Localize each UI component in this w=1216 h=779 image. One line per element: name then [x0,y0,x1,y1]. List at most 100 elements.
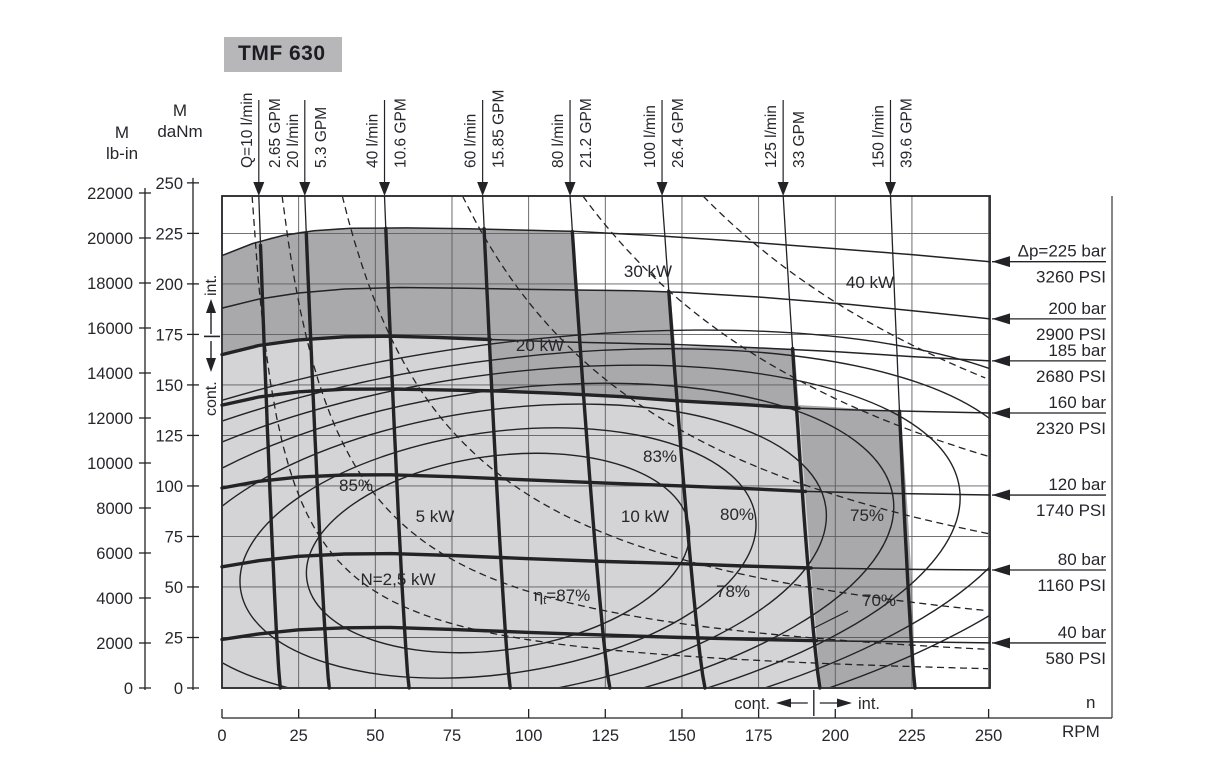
flow-line-bold-125lmin [790,346,822,690]
power-label-20kw: 20 kW [516,336,564,355]
efficiency-label-78: 78% [716,582,750,601]
axis-header-lbin-symbol: M [114,123,130,142]
flow-label-gpm-40: 10.6 GPM [393,98,410,168]
pressure-label-psi-120: 1740 PSI [1036,501,1106,520]
flow-label-lmin-40: 40 l/min [365,114,382,168]
efficiency-label-70: 70% [862,591,896,610]
axis-lbin-ticklabel-14000: 14000 [87,365,133,383]
efficiency-label-85: 85% [339,476,373,495]
duty-left-up-arrow [206,299,216,313]
pressure-line-225bar [221,227,991,263]
flow-label-lmin-80: 80 l/min [550,114,567,168]
pressure-arrow-160bar [992,407,1010,419]
power-label-40kw: 40 kW [846,273,894,292]
power-curve-5kw [281,197,988,650]
axis-rpm-ticklabel-100: 100 [515,727,543,745]
pressure-label-psi-200: 2900 PSI [1036,325,1106,344]
power-curve-40kw [703,197,986,379]
pressure-lines [220,227,991,644]
flow-arrow-125lmin [777,182,789,196]
pressure-label-psi-40: 580 PSI [1046,649,1107,668]
flow-line-bold-100lmin [667,289,707,690]
axis-lbin-ticklabel-4000: 4000 [96,590,133,608]
axis-lbin-ticklabel-10000: 10000 [87,455,133,473]
axis-danm-ticklabel-200: 200 [155,276,183,294]
flow-labels: Q=10 l/min 2.65 GPM 20 l/min 5.3 GPM 40 l/mi… [239,90,915,196]
flow-line-bold-150lmin [897,409,917,690]
axis-danm-ticklabel-100: 100 [155,478,183,496]
duty-marker-left: int. cont. [203,275,220,416]
axis-lbin-ticklabel-18000: 18000 [87,275,133,293]
axis-header-lbin: M lb-in [92,122,152,164]
pressure-line-bold-80bar [220,551,813,570]
efficiency-contour-75 [223,348,989,687]
axis-rpm-ticklabel-50: 50 [366,727,384,745]
axis-danm-ticklabel-175: 175 [155,326,183,344]
efficiency-contours [223,329,989,687]
flow-label-gpm-125: 33 GPM [791,111,808,168]
axis-rpm-ticklabel-225: 225 [898,727,926,745]
duty-bottom-int-label: int. [858,695,880,713]
axis-rpm-ticklabel-125: 125 [592,727,620,745]
flow-label-lmin-20: 20 l/min [285,114,302,168]
grid-lines [222,196,990,688]
power-label-5kw: 5 kW [416,507,455,526]
efficiency-contour-83 [223,403,828,687]
pressure-arrow-225bar [992,256,1010,268]
duty-left-cont-label: cont. [203,381,220,416]
flow-line-bold-10lmin [258,243,282,690]
flow-label-lmin-100: 100 l/min [642,105,659,168]
axis-danm-ticklabel-75: 75 [165,528,183,546]
flow-label-gpm-100: 26.4 GPM [670,98,687,168]
pressure-label-bar-160: 160 bar [1048,393,1106,412]
axis-danm-ticklabel-225: 225 [155,225,183,243]
axis-rpm-ticklabel-0: 0 [217,727,226,745]
axis-rpm-ticklabel-250: 250 [975,727,1003,745]
plot-border [221,195,991,689]
axis-lbin-ticklabel-16000: 16000 [87,320,133,338]
axis-danm-ticklabel-125: 125 [155,427,183,445]
axis-header-danm-unit: daNm [157,122,203,141]
axis-header-lbin-unit: lb-in [105,144,139,163]
axis-danm-ticklabel-150: 150 [155,377,183,395]
axis-lbin-ticklabel-12000: 12000 [87,410,133,428]
duty-bottom-right-arrow [837,698,852,708]
pressure-arrow-200bar [992,313,1010,325]
inplot-labels: N=2,5 kW 5 kW 10 kW 20 kW 30 kW 40 kW ηt=87% 85… [339,262,896,630]
axes: 0200040006000800010000120001400016000180… [87,175,1112,745]
axis-danm-ticklabel-50: 50 [165,579,183,597]
flow-lines [258,195,917,690]
pressure-label-bar-200: 200 bar [1048,299,1106,318]
axis-header-danm-symbol: M [172,101,188,120]
axis-lbin-ticklabel-2000: 2000 [96,635,133,653]
duty-marker-bottom: cont. int. [734,690,880,716]
pressure-line-bold-40bar [220,625,819,643]
pressure-arrow-40bar [992,637,1010,649]
axis-rpm-ticklabel-75: 75 [443,727,461,745]
efficiency-contour-70 [223,329,989,687]
axis-rpm-ticklabel-25: 25 [289,727,307,745]
flow-label-gpm-60: 15.85 GPM [491,90,508,168]
pressure-label-bar-40: 40 bar [1058,623,1107,642]
flow-label-lmin-125: 125 l/min [763,105,780,168]
flow-label-gpm-20: 5.3 GPM [313,107,330,168]
pressure-label-bar-225: Δp=225 bar [1018,242,1107,261]
axis-danm-ticklabel-0: 0 [174,680,183,698]
pressure-label-psi-185: 2680 PSI [1036,367,1106,386]
flow-arrow-60lmin [477,182,489,196]
axis-lbin-ticklabel-8000: 8000 [96,500,133,518]
axis-lbin-ticklabel-22000: 22000 [87,185,133,203]
axis-danm-ticklabel-250: 250 [155,175,183,193]
power-curves [251,197,989,670]
efficiency-contour-80 [223,382,895,687]
power-label-10kw: 10 kW [621,507,669,526]
efficiency-label-80: 80% [720,505,754,524]
pressure-arrow-80bar [992,564,1010,576]
axis-header-danm: M daNm [149,100,211,142]
duty-left-int-label: int. [203,275,220,296]
efficiency-contour-87 [305,452,691,654]
power-label-30kw: 30 kW [624,262,672,281]
axis-lbin-ticklabel-0: 0 [124,680,133,698]
axis-rpm-ticklabel-150: 150 [668,727,696,745]
